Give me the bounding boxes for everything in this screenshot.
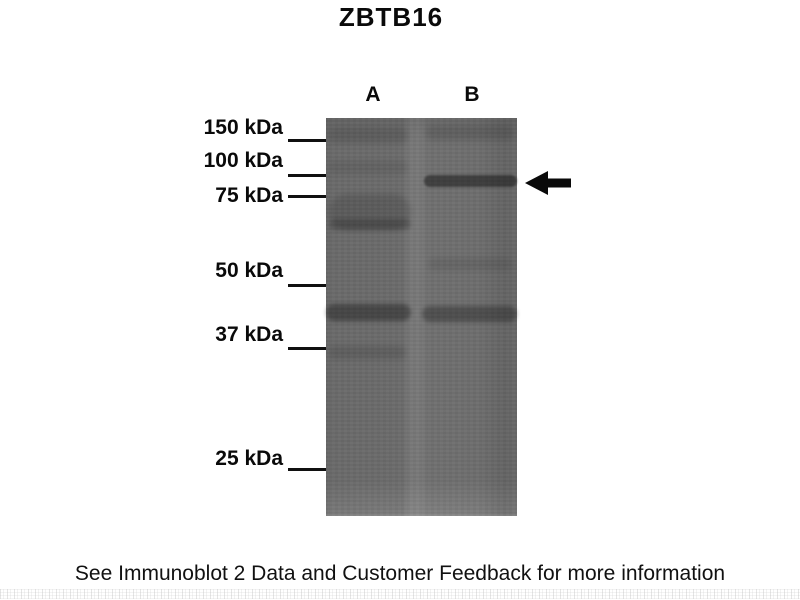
protein-band-lane-b <box>428 258 512 270</box>
protein-band-lane-a <box>328 346 406 359</box>
protein-band-lane-b <box>424 175 517 187</box>
marker-tick-25kda <box>288 468 334 471</box>
protein-band-lane-b <box>426 126 514 140</box>
marker-tick-100kda <box>288 174 328 177</box>
left-arrow-icon <box>525 171 571 195</box>
marker-tick-150kda <box>288 139 328 142</box>
lane-label-b: B <box>464 83 480 106</box>
protein-band-lane-a <box>328 161 408 174</box>
figure-caption: See Immunoblot 2 Data and Customer Feedb… <box>74 562 726 585</box>
marker-tick-50kda <box>288 284 328 287</box>
marker-tick-75kda <box>288 195 328 198</box>
marker-label-150kda: 150 kDa <box>203 116 283 139</box>
marker-label-25kda: 25 kDa <box>215 447 283 470</box>
lane-label-a: A <box>365 83 381 106</box>
protein-band-lane-a <box>328 128 408 143</box>
marker-label-100kda: 100 kDa <box>203 149 283 172</box>
watermark-noise-strip <box>0 589 800 599</box>
marker-tick-37kda <box>288 347 328 350</box>
marker-label-75kda: 75 kDa <box>215 184 283 207</box>
protein-band-lane-a <box>326 304 411 321</box>
protein-band-lane-b <box>422 306 517 322</box>
blot-membrane-image <box>326 118 517 516</box>
marker-label-50kda: 50 kDa <box>215 259 283 282</box>
protein-band-lane-a <box>329 194 411 230</box>
figure-title: ZBTB16 <box>338 2 444 32</box>
protein-band-lane-a <box>329 219 411 230</box>
marker-label-37kda: 37 kDa <box>215 323 283 346</box>
